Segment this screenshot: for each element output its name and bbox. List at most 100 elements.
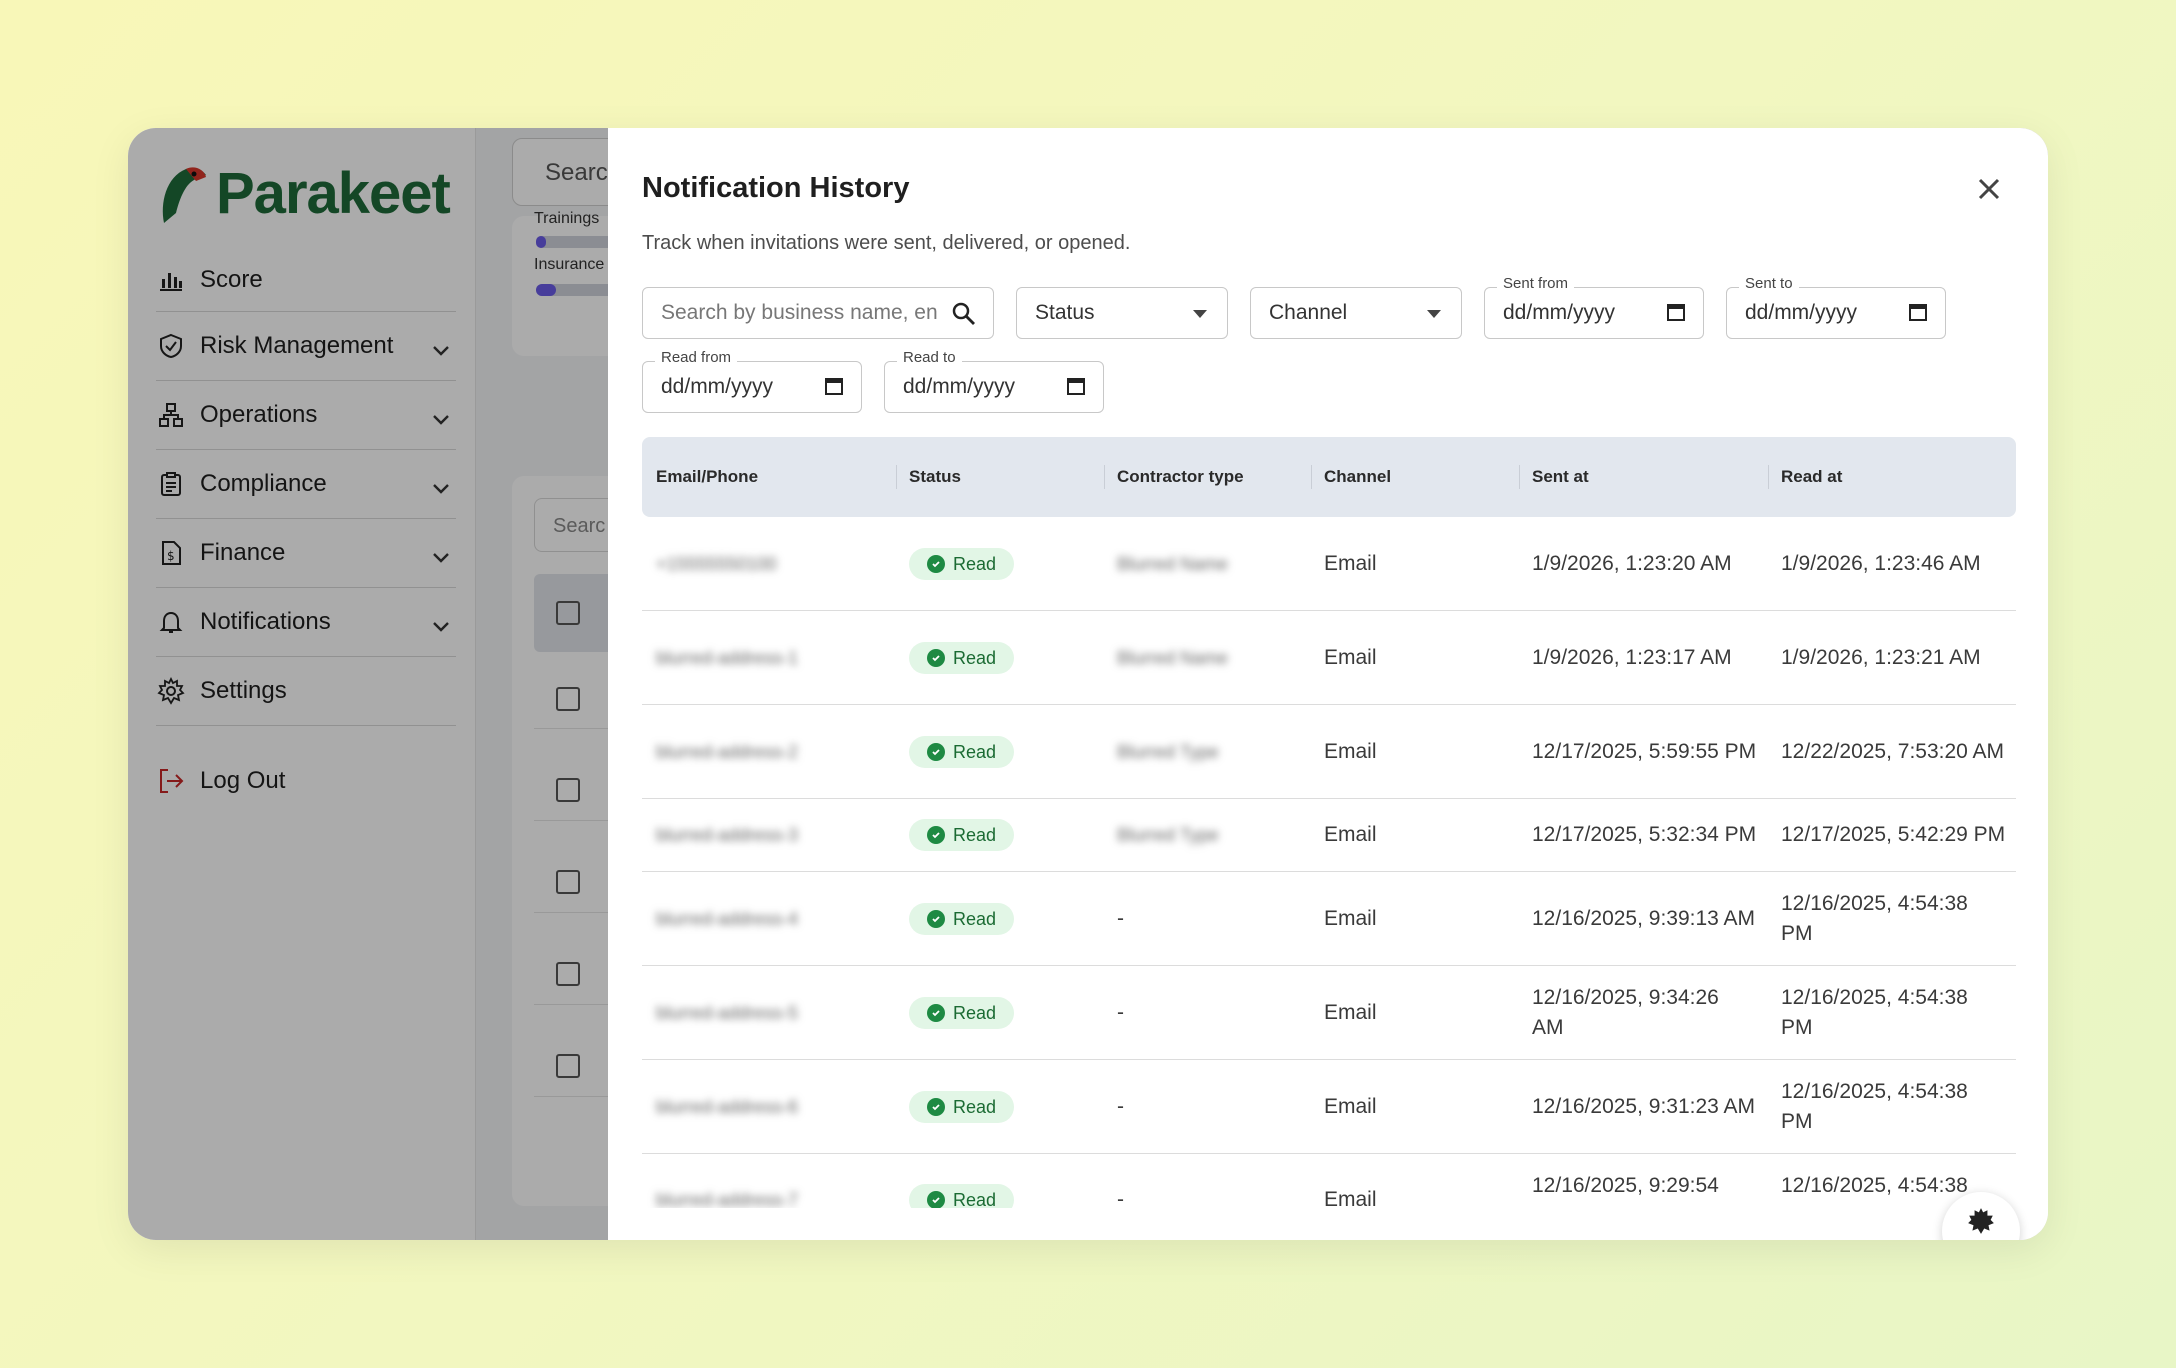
sidebar-item-risk-management[interactable]: Risk Management — [156, 312, 456, 381]
row-checkbox[interactable] — [556, 870, 580, 894]
status-badge: Read — [909, 819, 1015, 851]
table-row[interactable]: blurred-address-1 Read Blurred Name Emai… — [642, 611, 2016, 705]
email-cell: +15555550100 — [656, 553, 777, 574]
calendar-icon[interactable] — [823, 375, 845, 403]
status-badge: Read — [909, 641, 1015, 674]
sent-from-date-input[interactable]: Sent from dd/mm/yyyy — [1484, 275, 1704, 339]
sent-at-cell: 12/16/2025, 9:39:13 AM — [1532, 906, 1756, 930]
sidebar-item-logout[interactable]: Log Out — [156, 746, 456, 815]
search-input[interactable]: Search by business name, en — [642, 287, 994, 339]
check-circle-icon — [927, 1097, 945, 1116]
gear-icon — [156, 676, 186, 706]
card-label-trainings: Trainings — [534, 210, 600, 227]
modal-title: Notification History — [642, 172, 910, 204]
sidebar-item-operations[interactable]: Operations — [156, 381, 456, 450]
read-at-cell: 12/16/2025, 4:54:38 PM — [1781, 891, 1968, 945]
sidebar: Parakeet Score Risk Management Ope — [128, 128, 476, 1240]
channel-select[interactable]: Channel — [1250, 287, 1462, 339]
column-separator — [1519, 465, 1520, 489]
select-all-checkbox[interactable] — [556, 601, 580, 625]
status-badge: Read — [909, 1090, 1015, 1123]
chevron-down-icon — [432, 612, 450, 640]
sent-at-cell: 1/9/2026, 1:23:20 AM — [1532, 551, 1732, 575]
column-header-sent-at[interactable]: Sent at — [1532, 467, 1589, 486]
column-header-read-at[interactable]: Read at — [1781, 467, 1843, 486]
row-checkbox[interactable] — [556, 778, 580, 802]
brand-logo[interactable]: Parakeet — [156, 160, 451, 227]
table-row[interactable]: blurred-address-6 Read - Email 12/16/202… — [642, 1060, 2016, 1154]
table-row[interactable]: blurred-address-5 Read - Email 12/16/202… — [642, 966, 2016, 1060]
sidebar-item-label: Finance — [200, 539, 286, 566]
calendar-icon[interactable] — [1065, 375, 1087, 403]
table-row[interactable]: blurred-address-3 Read Blurred Type Emai… — [642, 799, 2016, 872]
status-select[interactable]: Status — [1016, 287, 1228, 339]
chevron-down-icon — [432, 543, 450, 571]
email-cell: blurred-address-6 — [656, 1096, 799, 1117]
contractor-type-cell: - — [1117, 1094, 1124, 1118]
sidebar-item-compliance[interactable]: Compliance — [156, 450, 456, 519]
sent-at-cell: 1/9/2026, 1:23:17 AM — [1532, 645, 1732, 669]
email-cell: blurred-address-1 — [656, 647, 799, 668]
bell-icon — [156, 607, 186, 637]
email-cell: blurred-address-3 — [656, 825, 799, 845]
contractor-type-cell: Blurred Name — [1117, 553, 1229, 574]
contractor-type-cell: Blurred Type — [1117, 825, 1219, 845]
svg-text:$: $ — [167, 549, 175, 563]
sidebar-item-settings[interactable]: Settings — [156, 657, 456, 726]
contractor-type-cell: - — [1117, 1000, 1124, 1024]
table-row[interactable]: blurred-address-2 Read Blurred Type Emai… — [642, 705, 2016, 799]
column-header-email[interactable]: Email/Phone — [656, 467, 759, 486]
read-at-cell: 12/17/2025, 5:42:29 PM — [1781, 823, 2006, 846]
chevron-down-icon — [432, 336, 450, 364]
logout-icon — [156, 766, 186, 796]
column-separator — [1768, 465, 1769, 489]
sidebar-item-label: Log Out — [200, 766, 286, 794]
read-from-date-input[interactable]: Read from dd/mm/yyyy — [642, 349, 862, 413]
email-cell: blurred-address-5 — [656, 1002, 799, 1023]
contractor-type-cell: Blurred Type — [1117, 741, 1219, 762]
sidebar-item-notifications[interactable]: Notifications — [156, 588, 456, 657]
channel-cell: Email — [1324, 1188, 1377, 1211]
card-label-insurance: Insurance — [534, 256, 605, 273]
row-checkbox[interactable] — [556, 962, 580, 986]
read-at-cell: 1/9/2026, 1:23:21 AM — [1781, 645, 1981, 669]
channel-cell: Email — [1324, 1000, 1377, 1024]
calendar-icon[interactable] — [1665, 301, 1687, 329]
status-badge: Read — [909, 996, 1015, 1029]
sidebar-item-label: Score — [200, 265, 263, 293]
column-separator — [1104, 465, 1105, 489]
dropdown-arrow-icon — [1427, 310, 1441, 318]
close-icon — [1978, 178, 2000, 200]
column-header-status[interactable]: Status — [909, 467, 961, 486]
chevron-down-icon — [432, 474, 450, 502]
row-checkbox[interactable] — [556, 1054, 580, 1078]
table-row[interactable]: +15555550100 Read Blurred Name Email 1/9… — [642, 517, 2016, 611]
sent-at-cell: 12/16/2025, 9:31:23 AM — [1532, 1094, 1756, 1118]
sidebar-item-label: Operations — [200, 401, 318, 428]
sent-to-date-input[interactable]: Sent to dd/mm/yyyy — [1726, 275, 1946, 339]
check-circle-icon — [927, 826, 945, 844]
table-header-row: Email/Phone Status Contractor type Chann… — [642, 437, 2016, 517]
channel-cell: Email — [1324, 739, 1377, 763]
table-row[interactable]: blurred-address-4 Read - Email 12/16/202… — [642, 872, 2016, 966]
column-separator — [896, 465, 897, 489]
row-checkbox[interactable] — [556, 687, 580, 711]
dropdown-arrow-icon — [1193, 310, 1207, 318]
search-icon — [951, 301, 977, 333]
sent-at-cell: 12/16/2025, 9:34:26 AM — [1532, 985, 1719, 1039]
read-to-date-input[interactable]: Read to dd/mm/yyyy — [884, 349, 1104, 413]
read-at-cell: 1/9/2026, 1:23:46 AM — [1781, 551, 1981, 575]
check-circle-icon — [927, 1003, 945, 1022]
shield-icon — [156, 331, 186, 361]
sidebar-item-finance[interactable]: $ Finance — [156, 519, 456, 588]
column-header-channel[interactable]: Channel — [1324, 467, 1392, 486]
sidebar-item-score[interactable]: Score — [156, 248, 456, 312]
close-button[interactable] — [1972, 172, 2006, 206]
channel-cell: Email — [1324, 551, 1377, 575]
channel-cell: Email — [1324, 823, 1377, 846]
column-header-contractor-type[interactable]: Contractor type — [1117, 467, 1244, 486]
calendar-icon[interactable] — [1907, 301, 1929, 329]
notification-history-modal: Notification History Track when invitati… — [608, 128, 2048, 1240]
read-at-cell: 12/16/2025, 4:54:38 PM — [1781, 985, 1968, 1039]
clipboard-icon — [156, 469, 186, 499]
